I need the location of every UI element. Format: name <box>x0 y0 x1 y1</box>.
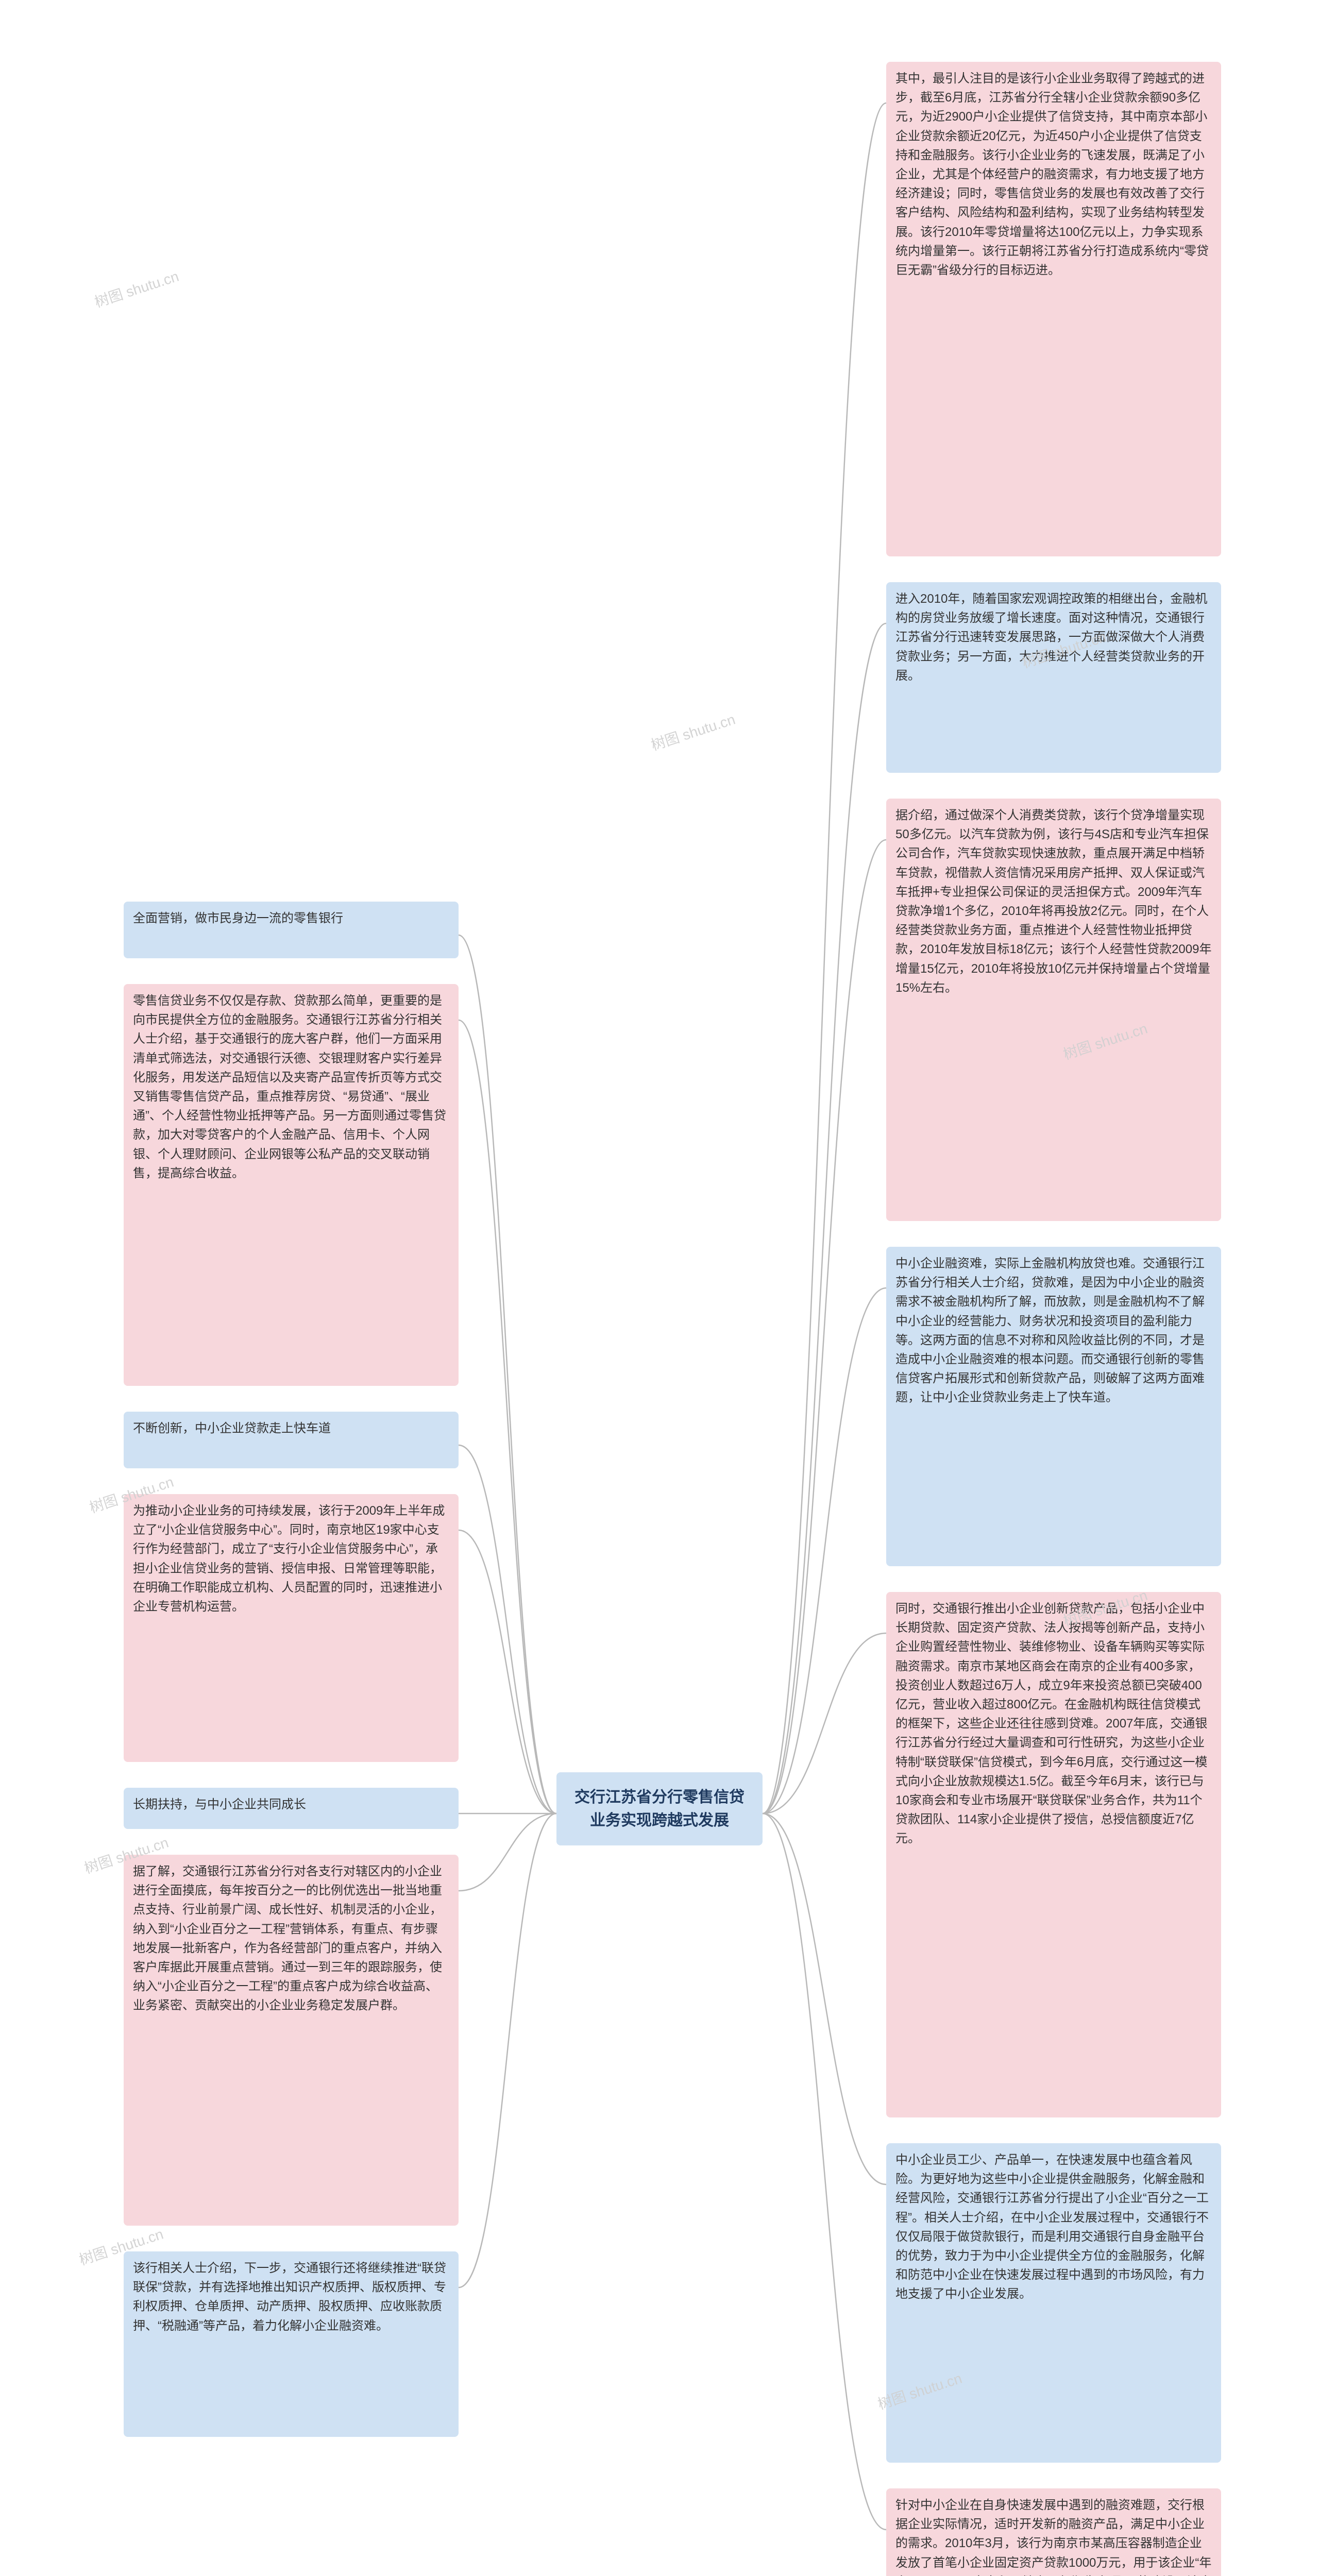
watermark: 树图 shutu.cn <box>92 265 181 312</box>
node-text: 为推动小企业业务的可持续发展，该行于2009年上半年成立了“小企业信贷服务中心”… <box>133 1504 445 1614</box>
center-node: 交行江苏省分行零售信贷业务实现跨越式发展 <box>556 1772 763 1845</box>
node-text: 长期扶持，与中小企业共同成长 <box>133 1798 306 1811</box>
node-text: 中小企业员工少、产品单一，在快速发展中也蕴含着风险。为更好地为这些中小企业提供金… <box>895 2153 1209 2301</box>
right-node-R3: 据介绍，通过做深个人消费类贷款，该行个贷净增量实现50多亿元。以汽车贷款为例，该… <box>886 799 1221 1221</box>
left-node-L7: 该行相关人士介绍，下一步，交通银行还将继续推进“联贷联保”贷款，并有选择地推出知… <box>124 2251 459 2437</box>
center-text: 交行江苏省分行零售信贷业务实现跨越式发展 <box>574 1789 745 1829</box>
left-node-L6: 据了解，交通银行江苏省分行对各支行对辖区内的小企业进行全面摸底，每年按百分之一的… <box>124 1855 459 2226</box>
right-node-R5: 同时，交通银行推出小企业创新贷款产品，包括小企业中长期贷款、固定资产贷款、法人按… <box>886 1592 1221 2117</box>
node-text: 不断创新，中小企业贷款走上快车道 <box>133 1421 331 1435</box>
node-text: 据介绍，通过做深个人消费类贷款，该行个贷净增量实现50多亿元。以汽车贷款为例，该… <box>895 808 1211 995</box>
left-node-L1: 全面营销，做市民身边一流的零售银行 <box>124 902 459 958</box>
right-node-R6: 中小企业员工少、产品单一，在快速发展中也蕴含着风险。为更好地为这些中小企业提供金… <box>886 2143 1221 2463</box>
left-node-L4: 为推动小企业业务的可持续发展，该行于2009年上半年成立了“小企业信贷服务中心”… <box>124 1494 459 1762</box>
right-node-R4: 中小企业融资难，实际上金融机构放贷也难。交通银行江苏省分行相关人士介绍，贷款难，… <box>886 1247 1221 1566</box>
node-text: 全面营销，做市民身边一流的零售银行 <box>133 911 343 925</box>
node-text: 同时，交通银行推出小企业创新贷款产品，包括小企业中长期贷款、固定资产贷款、法人按… <box>895 1602 1207 1845</box>
right-node-R2: 进入2010年，随着国家宏观调控政策的相继出台，金融机构的房贷业务放缓了增长速度… <box>886 582 1221 773</box>
node-text: 进入2010年，随着国家宏观调控政策的相继出台，金融机构的房贷业务放缓了增长速度… <box>895 592 1207 683</box>
left-node-L5: 长期扶持，与中小企业共同成长 <box>124 1788 459 1829</box>
node-text: 中小企业融资难，实际上金融机构放贷也难。交通银行江苏省分行相关人士介绍，贷款难，… <box>895 1257 1205 1404</box>
right-node-R1: 其中，最引人注目的是该行小企业业务取得了跨越式的进步，截至6月底，江苏省分行全辖… <box>886 62 1221 556</box>
node-text: 零售信贷业务不仅仅是存款、贷款那么简单，更重要的是向市民提供全方位的金融服务。交… <box>133 994 446 1180</box>
left-node-L3: 不断创新，中小企业贷款走上快车道 <box>124 1412 459 1468</box>
node-text: 该行相关人士介绍，下一步，交通银行还将继续推进“联贷联保”贷款，并有选择地推出知… <box>133 2261 446 2333</box>
node-text: 其中，最引人注目的是该行小企业业务取得了跨越式的进步，截至6月底，江苏省分行全辖… <box>895 72 1209 277</box>
right-node-R7: 针对中小企业在自身快速发展中遇到的融资难题，交行根据企业实际情况，适时开发新的融… <box>886 2488 1221 2576</box>
watermark: 树图 shutu.cn <box>648 708 738 755</box>
left-node-L2: 零售信贷业务不仅仅是存款、贷款那么简单，更重要的是向市民提供全方位的金融服务。交… <box>124 984 459 1386</box>
node-text: 据了解，交通银行江苏省分行对各支行对辖区内的小企业进行全面摸底，每年按百分之一的… <box>133 1865 442 2012</box>
node-text: 针对中小企业在自身快速发展中遇到的融资难题，交行根据企业实际情况，适时开发新的融… <box>895 2498 1211 2576</box>
